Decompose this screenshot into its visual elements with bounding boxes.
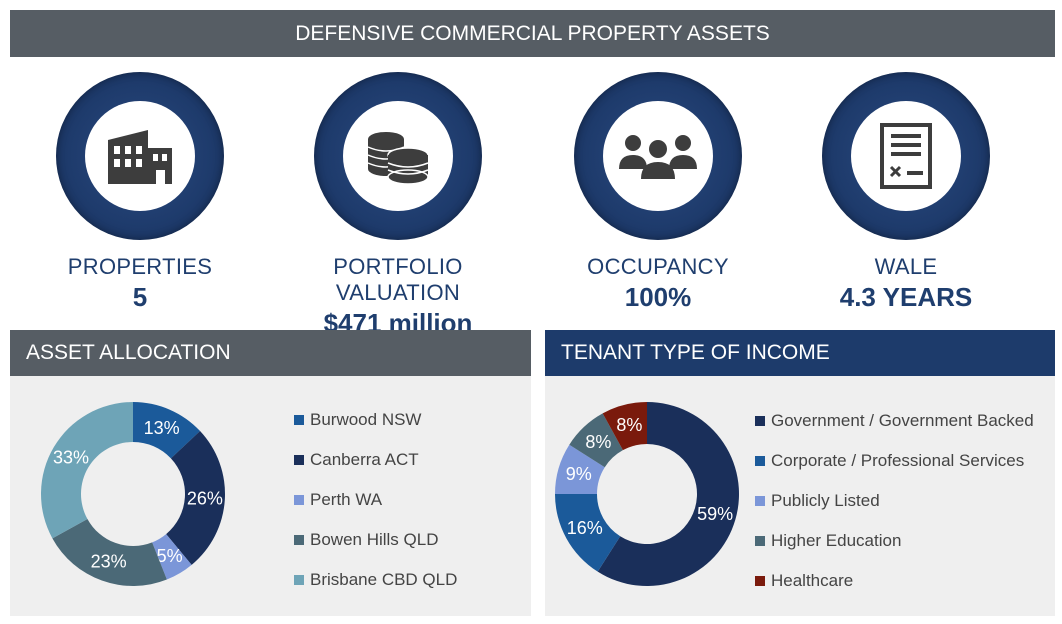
legend-item: Publicly Listed [755,481,1034,521]
donut-data-label: 5% [157,546,183,566]
kpi-label: OCCUPANCY [587,254,729,279]
asset-allocation-panel: 13% 26% 5% 23% 33% Burwood NSW Canberra ACT Pe… [10,376,531,616]
legend-item: Healthcare [755,561,1034,601]
tenant-type-legend: Government / Government Backed Corporate … [755,401,1034,601]
people-icon [619,135,697,179]
legend-item: Bowen Hills QLD [294,520,457,560]
donut-data-label: 23% [91,552,127,572]
kpi-label: PROPERTIES [67,254,213,279]
donut-data-label: 9% [566,464,592,484]
legend-swatch [755,456,765,466]
legend-label: Perth WA [310,490,383,509]
donut-data-label: 59% [697,504,733,524]
legend-label: Canberra ACT [310,450,419,469]
legend-item: Higher Education [755,521,1034,561]
donut-data-label: 33% [53,447,89,467]
donut-slice [133,402,201,459]
donut-slice [569,413,623,468]
kpi-occupancy: OCCUPANCY 100% [538,72,778,313]
legend-item: Government / Government Backed [755,401,1034,441]
donut-slice [597,402,739,586]
legend-swatch [294,455,304,465]
tenant-type-donut: 59% 16% 9% 8%8% [555,402,739,586]
donut-slice [166,431,225,565]
donut-data-label: 8% [585,432,611,452]
donut-slice [41,402,134,539]
donut-slice [555,494,621,572]
legend-label: Brisbane CBD QLD [310,570,458,589]
donut-slice [152,534,192,580]
legend-label: Publicly Listed [771,491,880,510]
donut-data-label: 8% [616,415,642,435]
legend-swatch [755,536,765,546]
legend-item: Canberra ACT [294,440,457,480]
asset-allocation-donut: 13% 26% 5% 23% 33% [41,402,225,586]
kpi-label: WALE [874,254,938,279]
tenant-type-panel: 59% 16% 9% 8% 8% Government / Government Bac… [545,376,1055,616]
kpi-value: 5 [132,282,148,312]
legend-label: Government / Government Backed [771,411,1034,430]
banner-title: DEFENSIVE COMMERCIAL PROPERTY ASSETS [295,21,770,45]
kpi-wale: WALE 4.3 YEARS [786,72,1026,313]
legend-label: Higher Education [771,531,902,550]
legend-swatch [294,535,304,545]
building-icon [108,130,172,184]
donut-slice [555,444,605,494]
legend-item: Brisbane CBD QLD [294,560,457,600]
legend-label: Bowen Hills QLD [310,530,439,549]
legend-swatch [755,416,765,426]
donut-data-label: 26% [187,489,223,509]
kpi-value: 4.3 YEARS [839,282,973,312]
page-banner: DEFENSIVE COMMERCIAL PROPERTY ASSETS [10,10,1055,57]
asset-allocation-legend: Burwood NSW Canberra ACT Perth WA Bowen Hil… [294,400,457,600]
legend-swatch [294,575,304,585]
tenant-type-header: TENANT TYPE OF INCOME [545,330,1055,376]
asset-allocation-header: ASSET ALLOCATION [10,330,531,376]
coins-icon [367,132,429,185]
legend-swatch [294,415,304,425]
legend-item: Corporate / Professional Services [755,441,1034,481]
asset-allocation-title: ASSET ALLOCATION [26,341,231,364]
legend-item: Burwood NSW [294,400,457,440]
kpi-ring [574,72,742,240]
kpi-portfolio-valuation: PORTFOLIO VALUATION $471 million [278,72,518,339]
kpi-ring [314,72,482,240]
kpi-properties: PROPERTIES 5 [20,72,260,313]
donut-data-label: 13% [144,418,180,438]
kpi-value: 100% [624,282,692,312]
kpi-ring [822,72,990,240]
kpi-ring [56,72,224,240]
legend-swatch [755,496,765,506]
donut-slice [602,402,647,451]
legend-label: Healthcare [771,571,854,590]
donut-slice [52,519,167,586]
donut-data-label: 16% [567,518,603,538]
kpi-label: PORTFOLIO VALUATION [333,254,463,305]
legend-swatch [294,495,304,505]
tenant-type-title: TENANT TYPE OF INCOME [561,341,830,364]
legend-swatch [755,576,765,586]
lease-document-icon [880,123,932,189]
legend-item: Perth WA [294,480,457,520]
legend-label: Corporate / Professional Services [771,451,1025,470]
legend-label: Burwood NSW [310,410,422,429]
